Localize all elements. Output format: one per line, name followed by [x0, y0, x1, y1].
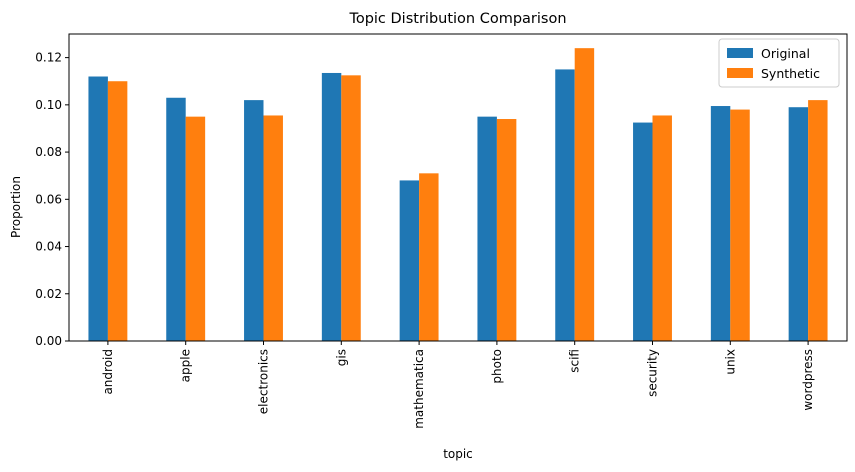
y-tick-label: 0.06	[35, 192, 62, 206]
x-axis: android apple electronics gis mathematica pho…	[101, 341, 815, 429]
bar-synthetic-wordpress	[808, 100, 828, 342]
x-tick-label: unix	[723, 349, 737, 375]
y-tick-label: 0.04	[35, 240, 62, 254]
x-axis-title: topic	[443, 447, 473, 461]
bar-synthetic-apple	[185, 116, 206, 342]
bar-original-apple	[166, 97, 186, 341]
bar-original-android	[88, 76, 108, 341]
bar-original-security	[633, 122, 653, 341]
plot-frame	[68, 33, 848, 342]
bar-synthetic-scifi	[574, 48, 595, 342]
legend-label-original: Original	[761, 46, 810, 61]
x-tick-label: wordpress	[801, 349, 815, 411]
bar-synthetic-android	[107, 81, 128, 341]
bar-synthetic-security	[652, 115, 672, 341]
y-tick-label: 0.08	[35, 145, 62, 159]
legend-swatch-synthetic	[727, 68, 753, 78]
bar-synthetic-mathematica	[419, 173, 439, 341]
bars-group	[88, 48, 828, 342]
bar-original-scifi	[555, 69, 575, 342]
x-tick-label: scifi	[568, 349, 582, 373]
bar-original-mathematica	[399, 180, 420, 341]
bar-original-electronics	[244, 100, 264, 342]
bar-original-gis	[321, 72, 342, 341]
bar-original-wordpress	[788, 107, 809, 342]
x-tick-label: mathematica	[412, 349, 426, 429]
bar-synthetic-photo	[496, 119, 517, 342]
y-tick-label: 0.10	[35, 98, 62, 112]
y-tick-label: 0.00	[35, 334, 62, 348]
x-tick-label: android	[101, 349, 115, 395]
y-tick-label: 0.02	[35, 287, 62, 301]
bar-synthetic-gis	[341, 75, 361, 341]
chart-title: Topic Distribution Comparison	[348, 11, 566, 27]
x-tick-label: gis	[334, 349, 348, 366]
bar-synthetic-unix	[730, 109, 750, 341]
legend-label-synthetic: Synthetic	[761, 66, 820, 81]
legend-swatch-original	[727, 48, 753, 58]
x-tick-label: apple	[179, 349, 193, 382]
bar-original-photo	[477, 116, 497, 342]
bar-original-unix	[710, 106, 731, 341]
x-tick-label: photo	[490, 349, 504, 384]
y-axis: 0.00 0.02 0.04 0.06 0.08 0.10 0.12	[35, 51, 69, 348]
x-tick-label: electronics	[257, 349, 271, 414]
y-axis-title: Proportion	[9, 176, 23, 238]
x-tick-label: security	[646, 349, 660, 397]
legend: Original Synthetic	[718, 38, 840, 88]
bar-synthetic-electronics	[263, 115, 283, 341]
y-tick-label: 0.12	[35, 51, 62, 65]
